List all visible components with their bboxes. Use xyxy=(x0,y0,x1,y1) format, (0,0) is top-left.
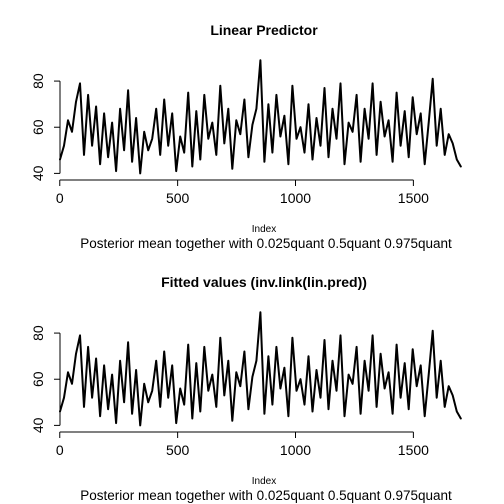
series-line-1 xyxy=(59,59,462,175)
y-tick-label: 40 xyxy=(30,417,46,433)
chart-panel-2: Fitted values (inv.link(lin.pred)) 40 60 80… xyxy=(30,274,462,503)
x-tick-label: 0 xyxy=(56,190,64,206)
y-tick-label: 80 xyxy=(30,325,46,341)
x-axis-label: Index xyxy=(252,224,276,235)
x-tick-label: 1000 xyxy=(280,442,311,458)
chart-panel-1: Linear Predictor 40 60 80 0 500 1000 1500 IndexP… xyxy=(30,22,462,251)
y-tick-label: 80 xyxy=(30,73,46,89)
y-tick-label: 60 xyxy=(30,371,46,387)
x-tick-label: 1500 xyxy=(398,190,429,206)
x-tick-label: 1000 xyxy=(280,190,311,206)
y-tick-label: 40 xyxy=(30,165,46,181)
chart-subtitle: Posterior mean together with 0.025quant … xyxy=(80,236,452,251)
x-tick-label: 1500 xyxy=(398,442,429,458)
chart-subtitle: Posterior mean together with 0.025quant … xyxy=(80,488,452,503)
x-tick-label: 500 xyxy=(166,190,190,206)
y-tick-label: 60 xyxy=(30,119,46,135)
x-axis-label: Index xyxy=(252,476,276,487)
series-line-1 xyxy=(59,311,462,427)
chart-title: Fitted values (inv.link(lin.pred)) xyxy=(161,274,367,290)
x-tick-label: 0 xyxy=(56,442,64,458)
chart-title: Linear Predictor xyxy=(210,22,318,38)
x-tick-label: 500 xyxy=(166,442,190,458)
